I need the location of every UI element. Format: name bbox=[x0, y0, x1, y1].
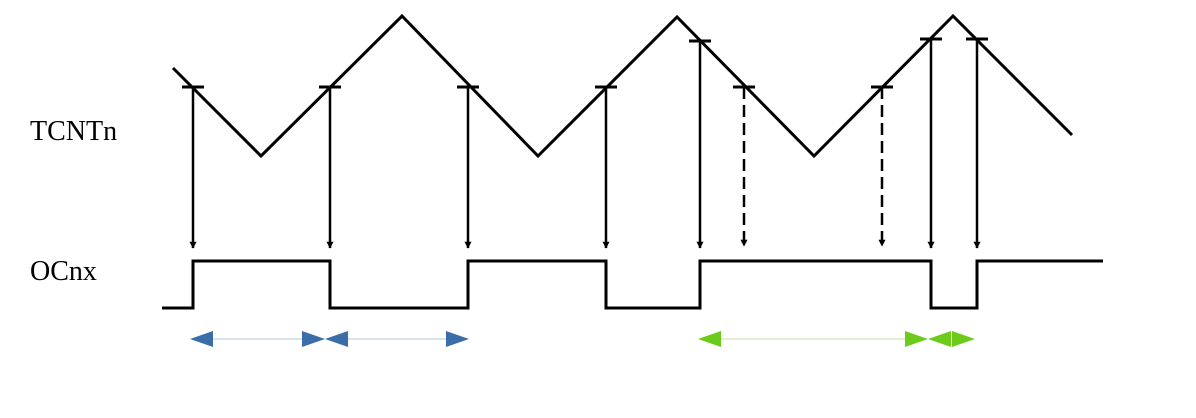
compare-match-ticks bbox=[182, 37, 988, 89]
period-indicator-blue bbox=[190, 331, 469, 347]
period-arrow-left bbox=[190, 331, 213, 347]
period-arrow-right bbox=[905, 331, 928, 347]
tcnt-waveform bbox=[171, 13, 1074, 159]
ocnx-label: OCnx bbox=[30, 256, 97, 287]
period-indicator-green bbox=[698, 331, 975, 347]
update-arrows bbox=[189, 39, 981, 249]
ocnx-waveform bbox=[162, 259, 1103, 310]
period-arrow-right bbox=[446, 331, 469, 347]
period-arrow-left bbox=[325, 331, 348, 347]
period-arrow-left bbox=[698, 331, 721, 347]
period-arrow-right bbox=[302, 331, 325, 347]
dashed-arrows bbox=[740, 87, 886, 247]
period-arrow-right bbox=[952, 331, 975, 347]
period-arrow-left bbox=[928, 331, 951, 347]
tcnt-label: TCNTn bbox=[30, 116, 118, 147]
